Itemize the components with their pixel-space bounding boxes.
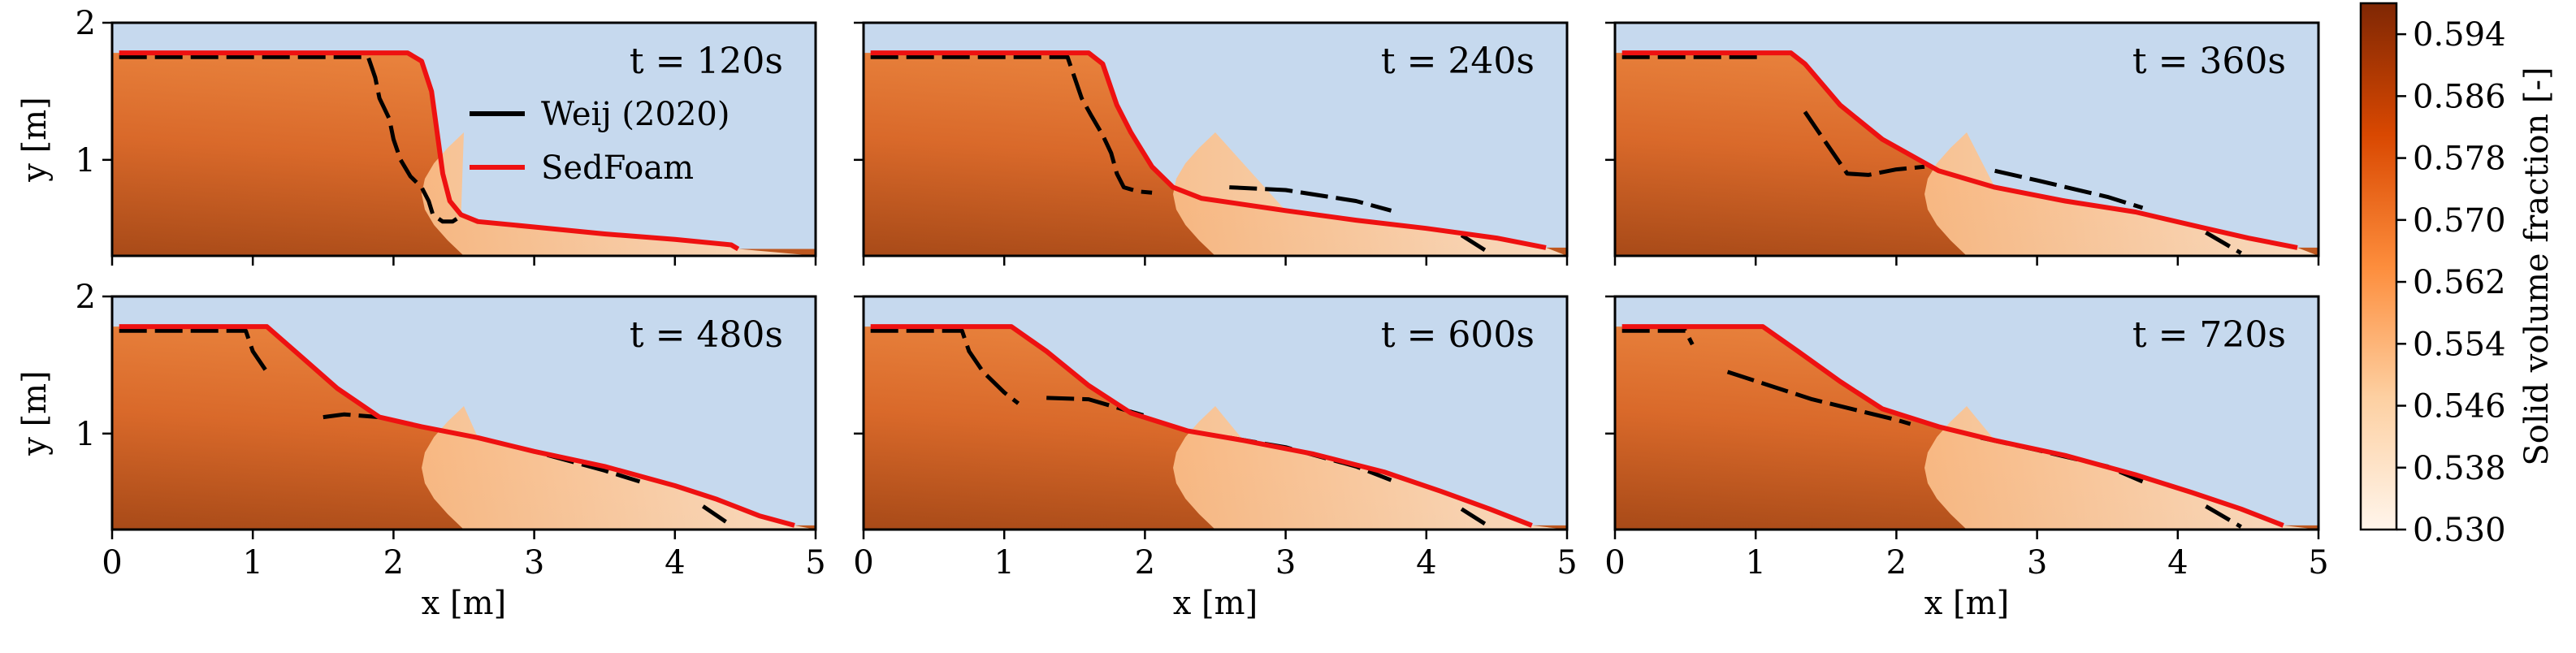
series-sedfoam-line [1621, 324, 2284, 528]
legend-label: Weij (2020) [541, 96, 730, 133]
y-tick-label: 1 [76, 416, 96, 453]
series-weij-line [1803, 110, 1925, 177]
panel-frame [1613, 295, 2320, 531]
colorbar-tick-label: 0.546 [2413, 388, 2506, 426]
x-tick-label: 4 [665, 544, 685, 582]
series-weij-line [1726, 370, 1911, 426]
x-axis-label: x [m] [1173, 585, 1258, 622]
loose-sediment-zone [422, 132, 816, 256]
sediment-body [864, 53, 1567, 256]
series-weij-line [1621, 328, 1695, 346]
sediment-body [112, 53, 816, 256]
series-sedfoam-line [870, 50, 1547, 250]
y-axis-label: y [m] [16, 97, 54, 182]
series-weij-line [119, 54, 458, 224]
y-tick-label: 2 [76, 279, 96, 316]
panel-6: 0 1 2 3 4 5 x [m] t = 720s [1604, 295, 2329, 622]
panel-frame [1613, 21, 2320, 257]
colorbar: 0.594 0.586 0.578 0.570 0.562 0.554 0.546 0.538… [2359, 2, 2556, 549]
y-axis-label: y [m] [16, 370, 54, 456]
x-tick-label: 3 [1275, 544, 1296, 582]
panel-3: t = 360s [1605, 21, 2320, 266]
panel-4: 0 1 2 3 4 5 1 2 x [m] y [m] t = 480s [16, 279, 826, 622]
x-tick-label: 0 [853, 544, 873, 582]
colorbar-tick-label: 0.594 [2413, 16, 2506, 54]
time-label: t = 120s [630, 41, 783, 82]
series-weij-line [323, 412, 380, 420]
series-sedfoam-line [1621, 50, 2298, 250]
loose-sediment-zone [1924, 132, 2318, 256]
series-weij-line [870, 54, 1153, 195]
panel-frame [862, 295, 1569, 531]
colorbar-frame [2359, 2, 2398, 531]
loose-sediment-zone [1173, 132, 1567, 256]
panel-frame [110, 21, 817, 257]
series-sedfoam-line [119, 50, 740, 252]
x-axis-label: x [m] [1924, 585, 2009, 622]
series-weij-line [1460, 233, 1491, 255]
series-weij-line [2205, 504, 2242, 529]
x-tick-label: 4 [1416, 544, 1436, 582]
series-weij-line [1229, 185, 1392, 213]
series-sedfoam-line [870, 324, 1533, 528]
series-sedfoam-line [119, 324, 795, 528]
time-label: t = 480s [630, 314, 783, 356]
x-tick-label: 2 [383, 544, 404, 582]
panel-frame [862, 21, 1569, 257]
panel-2: t = 240s [854, 21, 1569, 266]
x-tick-label: 1 [242, 544, 262, 582]
series-weij-line [1460, 507, 1491, 529]
colorbar-tick-label: 0.538 [2413, 450, 2506, 487]
series-weij-line [701, 504, 733, 527]
sediment-body [1615, 53, 2318, 256]
x-tick-label: 4 [2167, 544, 2188, 582]
colorbar-tick-label: 0.586 [2413, 78, 2506, 115]
colorbar-tick-label: 0.554 [2413, 326, 2506, 363]
x-tick-label: 0 [102, 544, 122, 582]
x-tick-label: 2 [1135, 544, 1155, 582]
x-tick-label: 3 [524, 544, 544, 582]
time-label: t = 360s [2132, 41, 2286, 82]
x-tick-label: 0 [1604, 544, 1625, 582]
series-weij-line [2205, 231, 2242, 255]
x-tick-label: 3 [2027, 544, 2047, 582]
x-tick-label: 1 [994, 544, 1014, 582]
x-axis-label: x [m] [422, 585, 506, 622]
legend: Weij (2020) SedFoam [470, 96, 730, 187]
series-weij-line [119, 328, 269, 374]
time-label: t = 600s [1381, 314, 1535, 356]
colorbar-tick-label: 0.530 [2413, 512, 2506, 549]
colorbar-gradient [2361, 3, 2396, 530]
y-tick-label: 1 [76, 142, 96, 179]
colorbar-tick-label: 0.570 [2413, 202, 2506, 240]
x-tick-label: 2 [1886, 544, 1907, 582]
legend-label: SedFoam [541, 149, 694, 187]
y-tick-label: 2 [76, 5, 96, 42]
panel-5: 0 1 2 3 4 5 x [m] t = 600s [853, 295, 1578, 622]
colorbar-label: Solid volume fraction [-] [2518, 67, 2556, 465]
loose-sediment-zone [1173, 406, 1567, 530]
x-tick-label: 5 [805, 544, 825, 582]
x-tick-label: 1 [1745, 544, 1765, 582]
loose-sediment-zone [422, 406, 816, 530]
x-tick-label: 5 [1556, 544, 1577, 582]
colorbar-tick-label: 0.562 [2413, 264, 2506, 301]
time-label: t = 720s [2132, 314, 2286, 356]
series-weij-line [1994, 168, 2144, 210]
panel-frame [110, 295, 817, 531]
time-label: t = 240s [1381, 41, 1535, 82]
series-weij-line [870, 328, 1020, 405]
x-tick-label: 5 [2308, 544, 2328, 582]
loose-sediment-zone [1924, 406, 2318, 530]
colorbar-tick-label: 0.578 [2413, 141, 2506, 178]
